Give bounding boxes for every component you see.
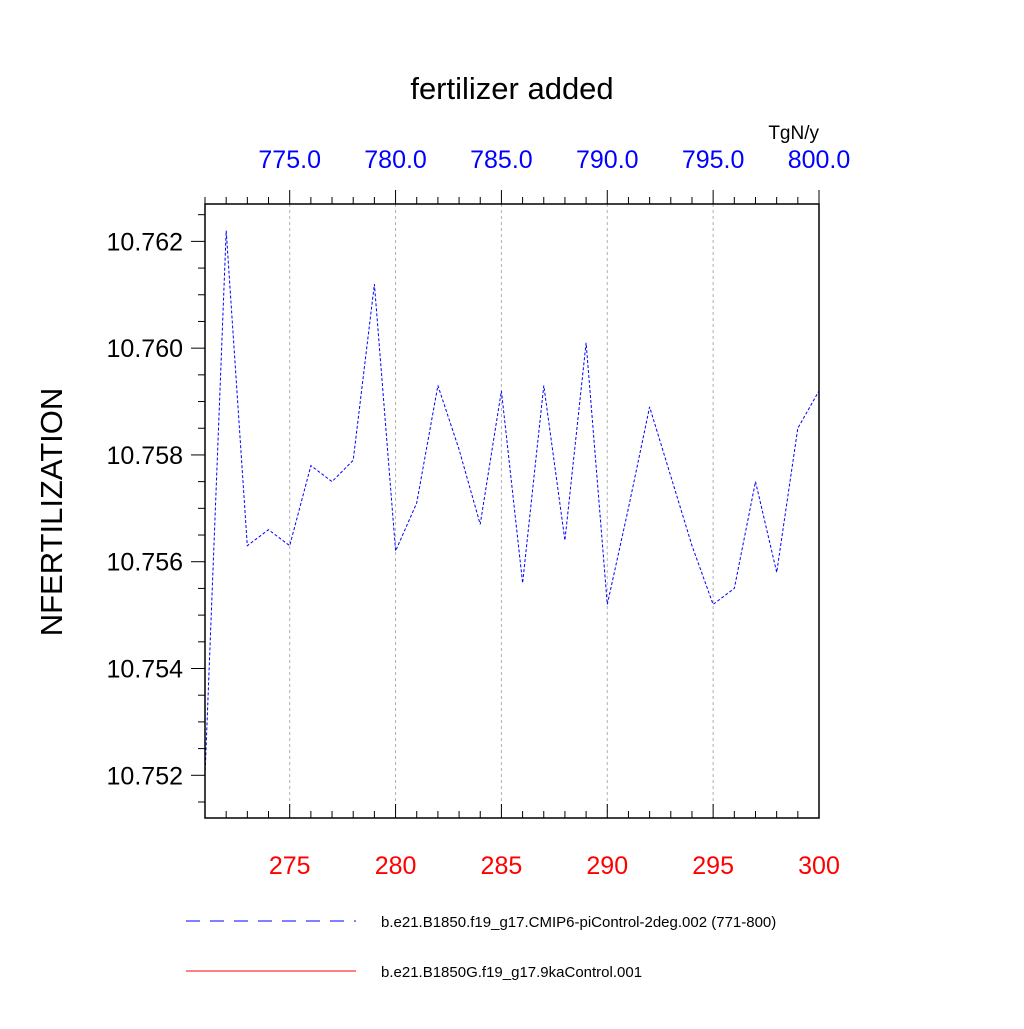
- series-line-0: [204, 230, 820, 776]
- y-tick-label: 10.760: [107, 335, 183, 363]
- x-top-tick-label: 790.0: [576, 146, 639, 174]
- x-bottom-tick-label: 290: [586, 852, 628, 880]
- legend-entry-label: b.e21.B1850G.f19_g17.9kaControl.001: [381, 964, 642, 981]
- tick-labels: 275 280 285 290 295 300 775.0 780.0 785.0 790.0 79…: [107, 146, 851, 880]
- x-bottom-tick-label: 275: [269, 852, 311, 880]
- y-tick-label: 10.754: [107, 656, 184, 684]
- y-tick-label: 10.752: [107, 762, 183, 790]
- series-layer: [204, 230, 820, 776]
- grid-lines: [289, 204, 714, 818]
- units-label: TgN/y: [768, 123, 819, 144]
- y-axis-label: NFERTILIZATION: [34, 388, 69, 637]
- x-bottom-tick-label: 295: [692, 852, 734, 880]
- y-tick-label: 10.758: [107, 442, 183, 470]
- x-bottom-tick-label: 285: [481, 852, 523, 880]
- x-top-tick-label: 795.0: [682, 146, 745, 174]
- x-top-tick-label: 775.0: [258, 146, 321, 174]
- x-top-tick-label: 800.0: [788, 146, 851, 174]
- y-tick-label: 10.756: [107, 549, 183, 577]
- y-tick-label: 10.762: [107, 228, 183, 256]
- x-bottom-tick-label: 300: [798, 852, 840, 880]
- plot-frame: [204, 203, 820, 819]
- axis-ticks: [191, 190, 820, 818]
- x-bottom-tick-label: 280: [375, 852, 417, 880]
- x-top-tick-label: 780.0: [364, 146, 427, 174]
- chart-title: fertilizer added: [410, 71, 613, 106]
- legend-entry-label: b.e21.B1850.f19_g17.CMIP6-piControl-2deg…: [381, 914, 776, 931]
- legend: b.e21.B1850.f19_g17.CMIP6-piControl-2deg…: [186, 914, 776, 981]
- x-top-tick-label: 785.0: [470, 146, 533, 174]
